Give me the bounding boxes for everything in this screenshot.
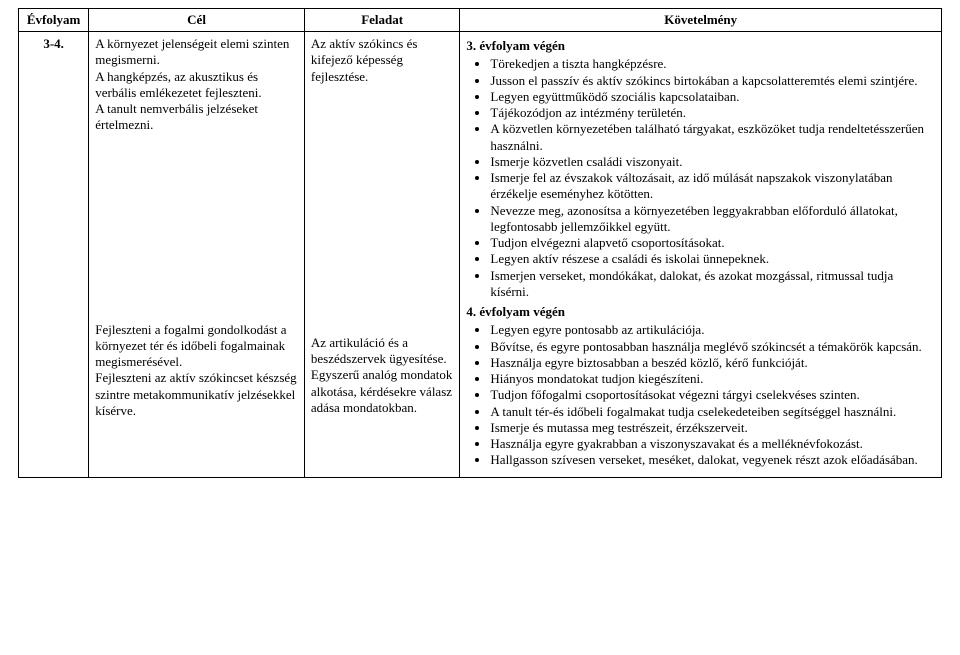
list-item: Ismerjen verseket, mondókákat, dalokat, …	[490, 268, 935, 301]
kov-heading-3: 3. évfolyam végén	[466, 38, 935, 54]
list-item: Törekedjen a tiszta hangképzésre.	[490, 56, 935, 72]
list-item: Használja egyre gyakrabban a viszonyszav…	[490, 436, 935, 452]
kov-list-3: Törekedjen a tiszta hangképzésre.Jusson …	[466, 56, 935, 300]
col-evfolyam: Évfolyam	[19, 9, 89, 32]
list-item: Legyen aktív részese a családi és iskola…	[490, 251, 935, 267]
list-item: Legyen egyre pontosabb az artikulációja.	[490, 322, 935, 338]
table-header-row: Évfolyam Cél Feladat Követelmény	[19, 9, 942, 32]
list-item: Ismerje fel az évszakok változásait, az …	[490, 170, 935, 203]
cel-cell: A környezet jelenségeit elemi szinten me…	[89, 32, 305, 478]
feladat-paragraph-2: Az artikuláció és a beszédszervek ügyesí…	[311, 335, 454, 416]
list-item: Ismerje közvetlen családi viszonyait.	[490, 154, 935, 170]
table-row: 3-4. A környezet jelenségeit elemi szint…	[19, 32, 942, 478]
list-item: Hallgasson szívesen verseket, meséket, d…	[490, 452, 935, 468]
list-item: Bővítse, és egyre pontosabban használja …	[490, 339, 935, 355]
list-item: Tájékozódjon az intézmény területén.	[490, 105, 935, 121]
list-item: Legyen együttműködő szociális kapcsolata…	[490, 89, 935, 105]
kov-list-4: Legyen egyre pontosabb az artikulációja.…	[466, 322, 935, 468]
col-feladat: Feladat	[304, 9, 460, 32]
list-item: A közvetlen környezetében található tárg…	[490, 121, 935, 154]
cel-paragraph-1: A környezet jelenségeit elemi szinten me…	[95, 36, 298, 134]
list-item: Ismerje és mutassa meg testrészeit, érzé…	[490, 420, 935, 436]
list-item: Hiányos mondatokat tudjon kiegészíteni.	[490, 371, 935, 387]
list-item: Tudjon elvégezni alapvető csoportosításo…	[490, 235, 935, 251]
list-item: Jusson el passzív és aktív szókincs birt…	[490, 73, 935, 89]
feladat-paragraph-1: Az aktív szókincs és kifejező képesség f…	[311, 36, 454, 85]
col-cel: Cél	[89, 9, 305, 32]
grade-cell: 3-4.	[19, 32, 89, 478]
list-item: A tanult tér-és időbeli fogalmakat tudja…	[490, 404, 935, 420]
list-item: Használja egyre biztosabban a beszéd köz…	[490, 355, 935, 371]
kovetelmeny-cell: 3. évfolyam végén Törekedjen a tiszta ha…	[460, 32, 942, 478]
feladat-cell: Az aktív szókincs és kifejező képesség f…	[304, 32, 460, 478]
list-item: Nevezze meg, azonosítsa a környezetében …	[490, 203, 935, 236]
list-item: Tudjon főfogalmi csoportosításokat végez…	[490, 387, 935, 403]
curriculum-table: Évfolyam Cél Feladat Követelmény 3-4. A …	[18, 8, 942, 478]
page: Évfolyam Cél Feladat Követelmény 3-4. A …	[0, 0, 960, 655]
kov-heading-4: 4. évfolyam végén	[466, 304, 935, 320]
cel-paragraph-2: Fejleszteni a fogalmi gondolkodást a kör…	[95, 322, 298, 420]
col-kovetelmeny: Követelmény	[460, 9, 942, 32]
